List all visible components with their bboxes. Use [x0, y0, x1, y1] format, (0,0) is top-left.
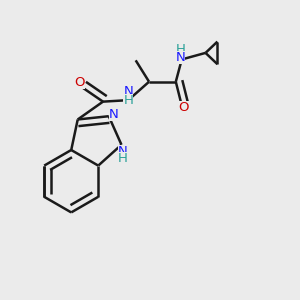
- Text: O: O: [178, 101, 189, 114]
- Text: N: N: [109, 108, 119, 121]
- Text: H: H: [175, 44, 185, 56]
- Text: N: N: [123, 85, 133, 98]
- Text: H: H: [118, 152, 128, 166]
- Text: H: H: [123, 94, 133, 107]
- Text: N: N: [118, 145, 128, 158]
- Text: N: N: [176, 51, 185, 64]
- Text: O: O: [75, 76, 85, 89]
